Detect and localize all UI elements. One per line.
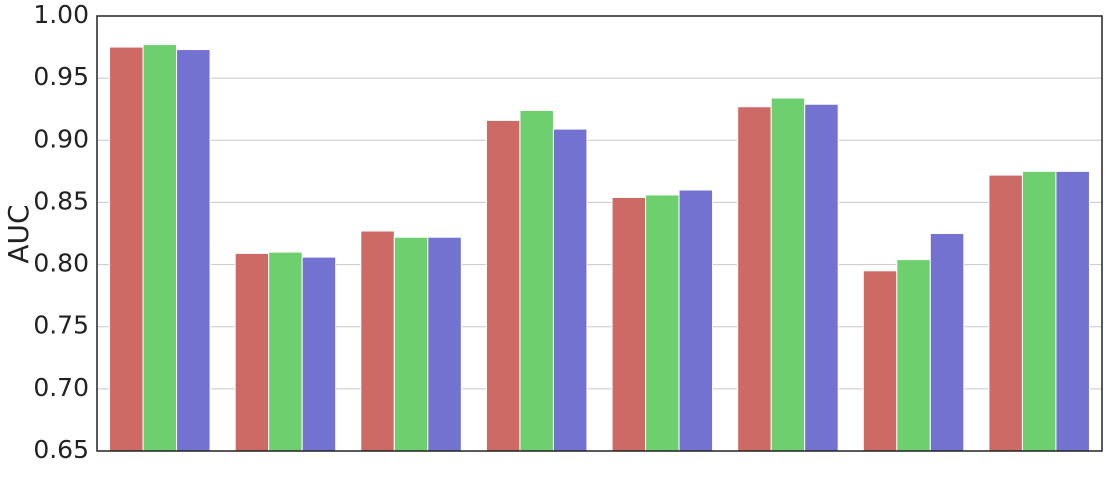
y-tick-label: 0.95	[33, 62, 89, 91]
bar	[393, 236, 429, 452]
bar	[804, 103, 839, 452]
y-tick-label: 0.80	[33, 249, 89, 278]
bar	[176, 49, 211, 452]
bar	[862, 270, 898, 452]
bar	[485, 119, 521, 452]
bar	[268, 251, 303, 452]
bar	[234, 252, 270, 452]
bar	[929, 233, 965, 452]
bar	[519, 109, 554, 452]
y-tick-label: 0.70	[33, 373, 89, 402]
bar	[611, 196, 647, 452]
y-tick-label: 1.00	[33, 0, 89, 29]
bar	[360, 230, 395, 452]
bar	[427, 236, 462, 452]
bar	[645, 194, 680, 452]
bar	[552, 128, 588, 452]
bar	[678, 189, 714, 452]
bar	[142, 44, 178, 452]
y-tick-label: 0.85	[33, 186, 89, 215]
bar	[737, 106, 772, 452]
bar	[109, 46, 144, 452]
bar	[770, 97, 806, 452]
y-tick-label: 0.65	[33, 435, 89, 464]
bar	[988, 174, 1023, 452]
bar	[1055, 170, 1090, 452]
y-tick-label: 0.90	[33, 124, 89, 153]
bar	[896, 259, 931, 452]
y-tick-label: 0.75	[33, 311, 89, 340]
plot-frame	[96, 15, 1103, 452]
bar	[1021, 170, 1057, 452]
bar	[301, 256, 337, 452]
y-axis-label: AUC	[2, 204, 35, 263]
